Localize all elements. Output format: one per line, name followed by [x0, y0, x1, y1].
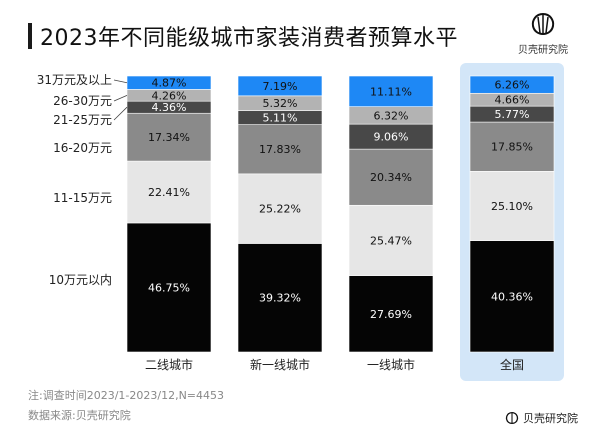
legend-label: 21-25万元	[53, 113, 112, 127]
bar-segment	[237, 124, 323, 175]
legend-leader-line	[113, 94, 128, 102]
legend-label: 16-20万元	[53, 141, 112, 155]
value-label: 25.10%	[491, 200, 533, 213]
bar-segment	[237, 75, 323, 97]
value-label: 22.41%	[148, 186, 190, 199]
bar-segment	[237, 243, 323, 353]
value-label: 17.83%	[259, 143, 301, 156]
shell-logo-small-icon	[505, 411, 519, 425]
bar-segment	[348, 275, 434, 353]
legend-label: 31万元及以上	[37, 73, 112, 87]
value-label: 27.69%	[370, 308, 412, 321]
value-label: 46.75%	[148, 281, 190, 294]
value-label: 6.32%	[374, 109, 409, 122]
value-label: 5.77%	[495, 108, 530, 121]
legend-label: 26-30万元	[53, 94, 112, 108]
value-label: 40.36%	[491, 290, 533, 303]
category-label: 二线城市	[145, 357, 193, 372]
bar-segment	[469, 75, 555, 94]
notes-block: 注:调查时间2023/1-2023/12,N=4453 数据来源:贝壳研究院	[28, 386, 224, 426]
legend-label: 10万元以内	[49, 273, 112, 287]
value-label: 4.26%	[152, 89, 187, 102]
brand-name-bottom: 贝壳研究院	[523, 412, 578, 425]
title-accent-bar	[28, 23, 32, 49]
value-label: 39.32%	[259, 292, 301, 305]
value-label: 25.47%	[370, 234, 412, 247]
category-label: 一线城市	[367, 357, 415, 372]
bar-segment	[469, 171, 555, 241]
bar-segment	[469, 121, 555, 172]
bar-segment	[348, 123, 434, 150]
bar-segment	[348, 148, 434, 206]
title-block: 2023年不同能级城市家装消费者预算水平	[28, 20, 458, 52]
bar-segment	[126, 222, 212, 353]
value-label: 4.87%	[152, 77, 187, 90]
value-label: 6.26%	[495, 79, 530, 92]
legend-leader-line	[113, 106, 128, 121]
value-label: 25.22%	[259, 203, 301, 216]
data-source: 数据来源:贝壳研究院	[28, 409, 131, 422]
value-label: 9.06%	[374, 131, 409, 144]
bar-segment	[237, 173, 323, 244]
value-label: 5.11%	[263, 112, 298, 125]
brand-logo-top: 贝壳研究院	[508, 12, 578, 56]
shell-logo-icon	[531, 12, 555, 36]
survey-note: 注:调查时间2023/1-2023/12,N=4453	[28, 389, 225, 402]
category-label: 全国	[500, 357, 524, 372]
legend-leader-line	[113, 79, 128, 84]
value-label: 5.32%	[263, 97, 298, 110]
chart-title: 2023年不同能级城市家装消费者预算水平	[40, 26, 458, 51]
value-label: 4.36%	[152, 101, 187, 114]
value-label: 4.66%	[495, 94, 530, 107]
value-label: 20.34%	[370, 171, 412, 184]
brand-name-top: 贝壳研究院	[518, 45, 568, 56]
value-label: 11.11%	[370, 85, 412, 98]
value-label: 17.34%	[148, 131, 190, 144]
value-label: 7.19%	[263, 80, 298, 93]
bar-segment	[469, 240, 555, 353]
category-label: 新一线城市	[250, 357, 310, 372]
legend-label: 11-15万元	[53, 191, 112, 205]
brand-logo-bottom: 贝壳研究院	[505, 410, 578, 426]
value-label: 17.85%	[491, 141, 533, 154]
bar-segment	[348, 75, 434, 107]
